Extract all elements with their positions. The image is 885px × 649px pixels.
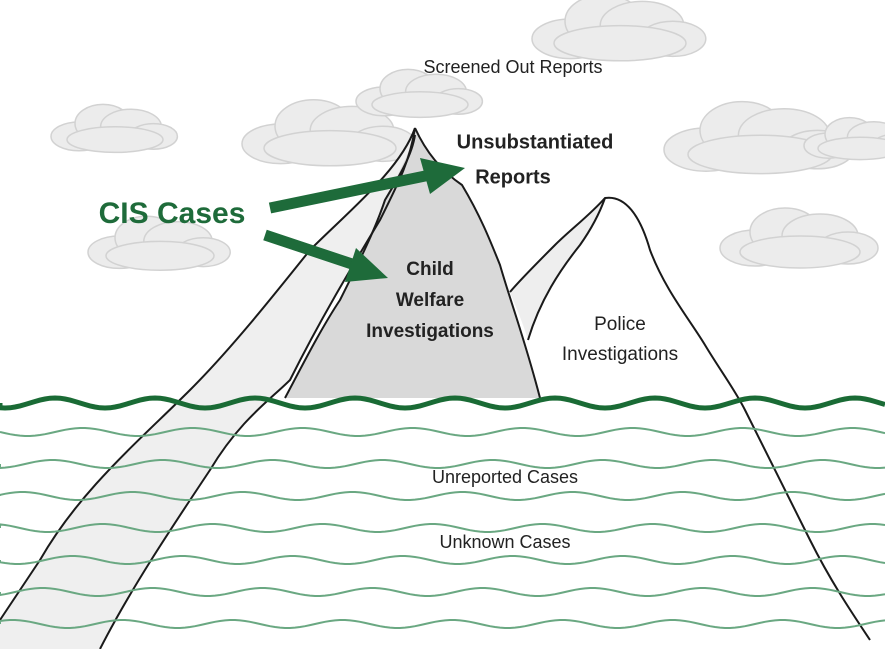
arrow-head: [345, 248, 388, 282]
cloud-puff: [817, 136, 885, 161]
cloud: [87, 215, 231, 271]
cloud-puff: [66, 126, 164, 154]
arrow-shaft: [263, 229, 357, 271]
cloud: [663, 100, 855, 175]
waterline: [0, 395, 885, 411]
label: Police: [594, 314, 646, 335]
arrows: [263, 158, 465, 282]
arrow-shaft: [268, 169, 432, 214]
wave: [0, 459, 885, 470]
wave: [0, 523, 885, 533]
sliver-face: [510, 198, 605, 340]
label: Screened Out Reports: [423, 57, 602, 77]
cloud: [50, 103, 179, 154]
cloud: [355, 68, 484, 119]
cloud: [241, 99, 417, 167]
cloud: [531, 0, 707, 62]
wave: [0, 555, 885, 565]
label: Welfare: [396, 290, 464, 311]
cloud-puff: [105, 240, 215, 271]
cloud-puff: [739, 235, 861, 269]
cloud-puff: [371, 91, 469, 119]
label: Investigations: [366, 321, 494, 342]
label: Unsubstantiated: [457, 131, 614, 153]
inner-left-ridge: [99, 127, 416, 649]
arrow-head: [420, 158, 465, 194]
left-ridge-face: [0, 128, 415, 649]
cloud-puff: [553, 24, 687, 62]
wave: [0, 427, 885, 437]
sliver-line: [527, 197, 606, 341]
cloud-puff: [263, 129, 397, 167]
label: Reports: [475, 166, 551, 188]
wave: [0, 587, 885, 597]
wave: [0, 619, 885, 629]
cloud: [719, 207, 879, 269]
label: Investigations: [562, 344, 678, 365]
child-welfare-face: [285, 128, 540, 398]
wave: [0, 491, 885, 501]
label: CIS Cases: [99, 197, 246, 230]
label: Unknown Cases: [439, 532, 570, 552]
cloud: [803, 116, 885, 161]
outer-left-ridge: [0, 127, 416, 621]
waves: [0, 395, 885, 629]
label: Child: [406, 259, 454, 280]
label: Unreported Cases: [432, 467, 578, 487]
clouds: [50, 0, 885, 271]
small-peak: [509, 196, 871, 641]
